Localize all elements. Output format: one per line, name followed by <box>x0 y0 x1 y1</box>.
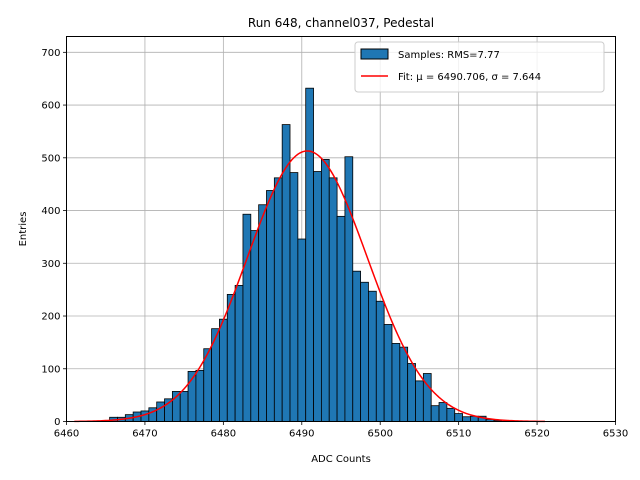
histogram-bar <box>266 190 275 422</box>
x-tick-label: 6530 <box>603 429 628 440</box>
histogram-bar <box>273 177 283 422</box>
histogram-bar <box>328 177 338 422</box>
histogram-bar <box>383 324 393 422</box>
histogram-bars <box>109 87 503 422</box>
histogram-bar <box>375 300 385 422</box>
x-tick-label: 6470 <box>132 429 157 440</box>
y-axis-ticks: 0 100 200 300 400 500 600 700 <box>41 48 67 428</box>
histogram-bar <box>179 391 189 422</box>
histogram-bar <box>219 318 228 422</box>
histogram-bar <box>289 172 299 422</box>
y-tick-label: 0 <box>54 417 60 428</box>
fit-curve <box>74 150 545 423</box>
histogram-bar <box>156 401 165 422</box>
histogram-bar <box>140 410 150 422</box>
y-tick-label: 700 <box>41 48 60 59</box>
x-tick-label: 6480 <box>211 429 236 440</box>
histogram-bar <box>234 285 244 422</box>
x-axis-ticks: 6460 6470 6480 6490 6500 6510 6520 6530 <box>54 421 628 440</box>
x-tick-label: 6460 <box>54 429 79 440</box>
chart-title: Run 648, channel037, Pedestal <box>248 16 434 30</box>
histogram-bar <box>258 204 267 422</box>
histogram-bar <box>430 405 440 422</box>
y-tick-label: 100 <box>41 364 60 375</box>
histogram-bar <box>446 407 456 422</box>
histogram-bar <box>336 215 346 422</box>
legend-label-samples: Samples: RMS=7.77 <box>398 50 500 61</box>
legend-label-fit: Fit: μ = 6490.706, σ = 7.644 <box>398 72 541 83</box>
plot-frame <box>66 36 616 422</box>
histogram-bar <box>250 230 260 422</box>
histogram-bar <box>462 416 471 422</box>
y-tick-label: 400 <box>41 206 60 217</box>
x-tick-label: 6520 <box>524 429 549 440</box>
y-tick-label: 200 <box>41 312 60 323</box>
y-tick-label: 500 <box>41 153 60 164</box>
legend-swatch-samples <box>360 48 389 60</box>
legend-box <box>354 41 605 93</box>
legend: Samples: RMS=7.77 Fit: μ = 6490.706, σ =… <box>354 41 605 93</box>
histogram-bar <box>407 363 416 422</box>
histogram-bar <box>281 124 291 422</box>
x-tick-label: 6510 <box>446 429 471 440</box>
histogram-bar <box>305 87 314 422</box>
x-tick-label: 6500 <box>367 429 392 440</box>
fit-curve-layer <box>74 150 545 423</box>
y-axis-title: Entries <box>18 212 29 247</box>
histogram-bar <box>195 369 205 422</box>
histogram-bar <box>454 413 463 422</box>
x-tick-label: 6490 <box>289 429 314 440</box>
histogram-bar <box>391 343 401 422</box>
histogram-bar <box>415 380 424 422</box>
histogram-bar <box>352 270 362 422</box>
histogram-bar <box>226 293 236 422</box>
histogram-bar <box>360 281 369 422</box>
histogram-bar <box>399 346 409 422</box>
y-tick-label: 600 <box>41 101 60 112</box>
histogram-bar <box>368 290 377 422</box>
histogram-bar <box>344 156 354 422</box>
histogram-bar <box>242 213 252 422</box>
histogram-bar <box>320 158 330 422</box>
histogram-bar <box>297 238 307 422</box>
y-tick-label: 300 <box>41 259 60 270</box>
histogram-bar <box>438 402 448 422</box>
x-axis-title: ADC Counts <box>311 454 371 465</box>
histogram-bar <box>313 171 322 422</box>
